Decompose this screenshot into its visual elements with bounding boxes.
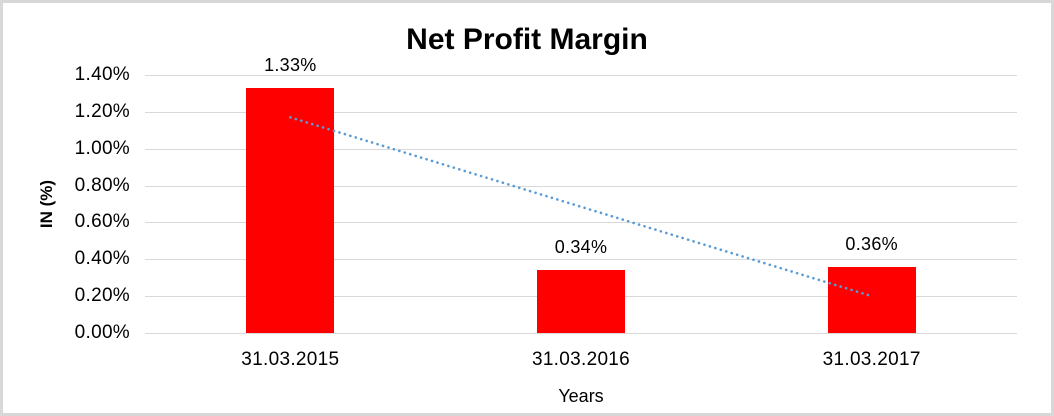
y-axis-tick-label: 0.40% xyxy=(74,248,130,270)
bar-value-label: 0.36% xyxy=(845,233,898,254)
y-axis-tick-label: 1.00% xyxy=(74,137,130,159)
y-axis-tick-label: 0.20% xyxy=(74,285,130,307)
gridline xyxy=(145,111,1017,113)
x-axis-tick-label: 31.03.2016 xyxy=(531,349,631,370)
bar-2017 xyxy=(827,266,916,333)
bar-value-label: 1.33% xyxy=(264,54,317,75)
bar-value-label: 0.34% xyxy=(554,237,608,258)
x-axis-tick-label: 31.03.2017 xyxy=(822,349,921,370)
bar-slot-2016: 0.34% xyxy=(436,75,727,333)
bar-2015 xyxy=(246,87,335,333)
y-axis-tick-label: 1.40% xyxy=(74,64,130,85)
x-axis-title: Years xyxy=(558,386,604,406)
bar-2016 xyxy=(537,270,625,333)
gridline xyxy=(145,75,1017,76)
plot-area: 1.33% 0.34% 0.36% xyxy=(145,55,1017,334)
y-axis-tick-label: 0.60% xyxy=(74,211,130,233)
bar-slot-2017: 0.36% xyxy=(726,75,1017,333)
chart-title: Net Profit Margin xyxy=(406,23,648,56)
bar-slot-2015: 1.33% xyxy=(145,55,436,333)
y-axis-tick-label: 1.20% xyxy=(74,100,130,122)
x-axis-tick-labels: 31.03.2015 31.03.2016 31.03.2017 xyxy=(145,349,1017,371)
bar-series: 1.33% 0.34% 0.36% xyxy=(145,55,1017,333)
gridline xyxy=(145,333,1017,334)
x-axis-tick-label: 31.03.2015 xyxy=(241,349,340,370)
y-axis-tick-label: 0.80% xyxy=(74,174,130,196)
y-axis-tick-label: 0.00% xyxy=(74,322,130,343)
y-axis-tick-labels: 1.40% 1.20% 1.00% 0.80% 0.60% 0.40% 0.20% 0.00% xyxy=(3,64,130,343)
